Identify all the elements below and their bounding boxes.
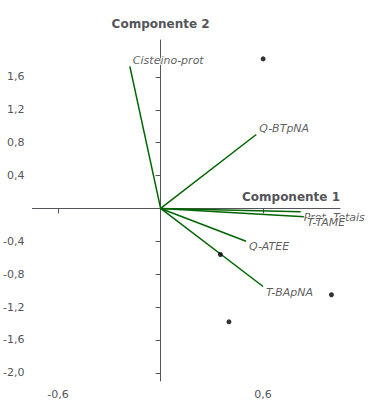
- svg-text:Q-BTpNA: Q-BTpNA: [259, 122, 309, 135]
- svg-text:T-TAME: T-TAME: [307, 216, 345, 229]
- svg-text:-1,2: -1,2: [3, 301, 24, 314]
- svg-text:0,8: 0,8: [7, 136, 25, 149]
- svg-text:0,6: 0,6: [254, 388, 272, 400]
- svg-text:-0,4: -0,4: [3, 235, 24, 248]
- svg-text:T-BApNA: T-BApNA: [266, 286, 313, 299]
- svg-text:1,6: 1,6: [7, 70, 25, 83]
- svg-text:-0,8: -0,8: [3, 268, 24, 281]
- svg-text:Q-ATEE: Q-ATEE: [249, 240, 289, 253]
- svg-text:0,4: 0,4: [7, 169, 25, 182]
- svg-text:Componente 1: Componente 1: [242, 190, 340, 204]
- svg-text:1,2: 1,2: [7, 103, 25, 116]
- svg-text:-1,6: -1,6: [3, 333, 24, 346]
- svg-text:Componente 2: Componente 2: [112, 17, 210, 31]
- svg-text:Cisteino-prot: Cisteino-prot: [133, 54, 205, 67]
- svg-text:-2,0: -2,0: [3, 366, 24, 379]
- svg-text:-0,6: -0,6: [47, 388, 68, 400]
